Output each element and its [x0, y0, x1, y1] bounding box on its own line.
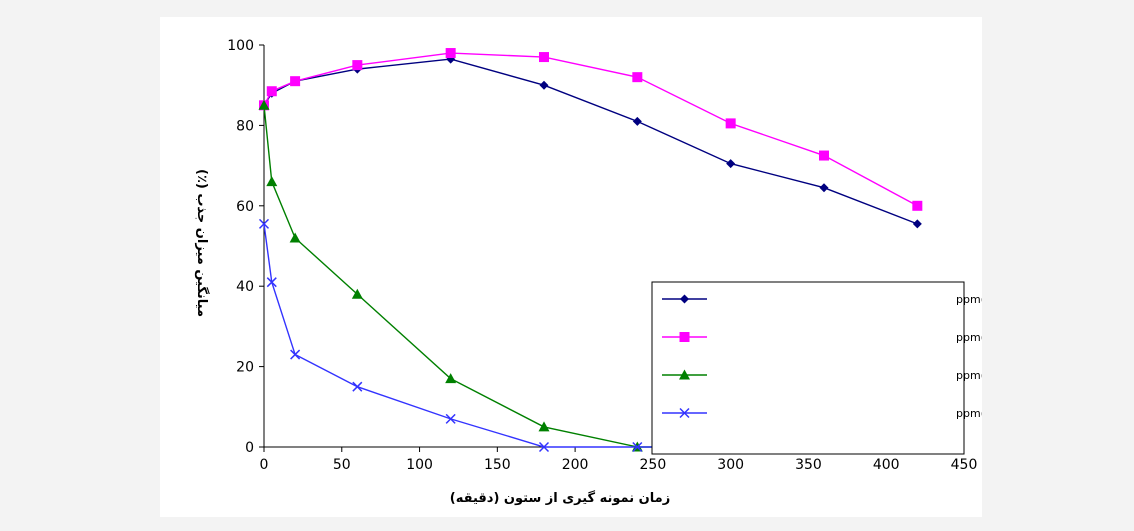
x-tick-label: 150 — [484, 457, 511, 473]
series-4-point — [290, 349, 301, 360]
series-3-point — [445, 373, 457, 384]
series-3-point — [351, 288, 363, 299]
legend-label: میزان جذب مس/ خاک اره(۲۰۰)ppm — [956, 369, 982, 382]
legend-item-4: میزان جذب مس/ پوسته شلتوک برنج(۲۰۰)ppm — [662, 407, 982, 420]
series-2-point — [352, 60, 363, 71]
y-tick-label: 80 — [236, 118, 254, 134]
series-2-line — [263, 52, 918, 207]
x-tick-label: 300 — [717, 457, 744, 473]
legend-item-1: میزان جذب سرب/ زائدات برگ چای(۳۰۰)ppm — [662, 293, 982, 306]
series-4-point — [632, 441, 643, 453]
x-tick-label: 200 — [562, 457, 589, 473]
x-tick-label: 50 — [333, 457, 351, 473]
y-tick-label: 40 — [236, 279, 254, 295]
series-1-point — [539, 80, 549, 90]
x-tick-label: 400 — [873, 457, 900, 473]
series-1-point — [819, 183, 829, 193]
legend-swatch-marker — [679, 332, 690, 342]
legend-label: میزان جذب سرب/ زائدات برگ چای(۳۰۰)ppm — [956, 293, 982, 306]
series-2-point — [290, 76, 301, 87]
legend-swatch-marker — [680, 294, 689, 304]
series-2-point — [266, 86, 277, 97]
series-2-point — [632, 72, 643, 83]
legend-item-2: میزان جذب سرب/ پوشال گندم(۳۰۰)ppm — [662, 331, 982, 344]
x-tick-label: 350 — [795, 457, 822, 473]
y-tick-label: 100 — [227, 38, 254, 54]
legend: میزان جذب سرب/ زائدات برگ چای(۳۰۰)ppm میز… — [651, 281, 982, 455]
series-3-point — [289, 232, 301, 243]
y-tick-label: 60 — [236, 199, 254, 215]
series-4-point — [352, 381, 363, 392]
series-2-point — [819, 150, 829, 161]
x-tick-label: 0 — [260, 457, 269, 473]
chart-card: 0 20 40 60 80 100 0 50 100 150 200 250 300 350 400 450 … — [160, 17, 982, 517]
series-3-point — [538, 421, 550, 432]
legend-box — [651, 281, 965, 455]
legend-label: میزان جذب سرب/ پوشال گندم(۳۰۰)ppm — [956, 331, 982, 344]
series-4-point — [266, 277, 277, 288]
series-1 — [259, 54, 922, 229]
legend-label: میزان جذب مس/ پوسته شلتوک برنج(۲۰۰)ppm — [956, 407, 982, 420]
y-axis-title: میانگین میزان جذب (٪) — [194, 169, 210, 317]
series-3-point — [266, 176, 278, 187]
series-2-point — [725, 118, 736, 129]
x-tick-label: 100 — [406, 457, 433, 473]
series-2-point — [445, 48, 456, 59]
series-2-point — [539, 52, 549, 63]
x-tick-label: 450 — [951, 457, 978, 473]
x-tick-label: 250 — [640, 457, 667, 473]
series-2-point — [912, 200, 923, 211]
y-tick-label: 20 — [236, 360, 254, 376]
legend-item-3: میزان جذب مس/ خاک اره(۲۰۰)ppm — [662, 369, 982, 382]
x-axis-title: زمان نمونه گیری از ستون (دقیقه) — [450, 490, 670, 506]
legend-swatch-marker — [679, 369, 690, 380]
series-4-point — [538, 441, 550, 453]
legend-swatch-marker — [679, 407, 690, 419]
series-1-point — [632, 116, 642, 126]
y-tick-label: 0 — [245, 440, 254, 456]
series-1-point — [912, 219, 922, 229]
series-3-point — [258, 99, 270, 110]
axes: 0 20 40 60 80 100 0 50 100 150 200 250 300 350 400 450 — [227, 38, 977, 473]
series-4-point — [258, 218, 270, 229]
series-1-line — [263, 58, 918, 225]
series-4-point — [445, 413, 456, 424]
series-1-point — [726, 159, 736, 169]
